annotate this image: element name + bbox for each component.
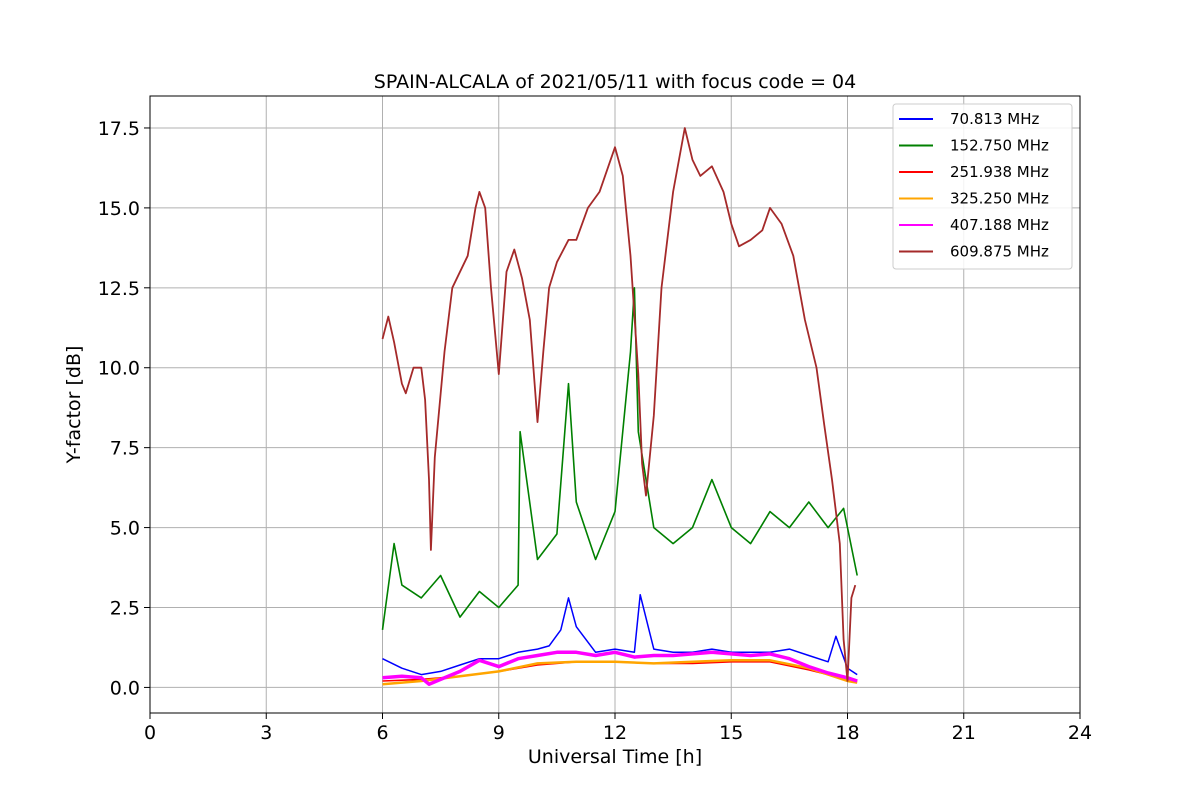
legend-label-152-750-mhz: 152.750 MHz (950, 137, 1049, 155)
legend-label-251-938-mhz: 251.938 MHz (950, 163, 1049, 181)
x-tick-label: 0 (144, 722, 156, 744)
x-axis-label: Universal Time [h] (528, 746, 702, 768)
y-tick-label: 17.5 (98, 118, 140, 140)
ticks: 0 3 6 9 12 15 18 21 24 0.0 2.5 5.0 7.5 10.0 12.5 15.0 17… (98, 118, 1092, 744)
chart-title: SPAIN-ALCALA of 2021/05/11 with focus co… (374, 71, 856, 93)
series-layer (381, 127, 858, 686)
y-tick-label: 7.5 (110, 438, 140, 460)
grid (149, 96, 1081, 713)
series-line-609-875-mhz (381, 127, 857, 682)
x-tick-label: 3 (260, 722, 272, 744)
series-line-70-813-mhz (382, 593, 858, 676)
y-axis-label: Y-factor [dB] (63, 346, 85, 465)
legend: 70.813 MHz 152.750 MHz 251.938 MHz 325.250 … (892, 103, 1073, 270)
x-tick-label: 15 (719, 722, 743, 744)
y-tick-label: 12.5 (98, 278, 140, 300)
x-tick-label: 24 (1068, 722, 1092, 744)
series-line-152-750-mhz (381, 286, 858, 631)
x-tick-label: 6 (376, 722, 388, 744)
y-tick-label: 2.5 (110, 598, 140, 620)
series-line-325-250-mhz (382, 659, 858, 686)
x-tick-label: 18 (835, 722, 859, 744)
series-line-407-188-mhz (382, 650, 858, 686)
x-tick-label: 9 (493, 722, 505, 744)
y-tick-label: 15.0 (98, 198, 140, 220)
legend-label-325-250-mhz: 325.250 MHz (950, 190, 1049, 208)
legend-label-609-875-mhz: 609.875 MHz (950, 243, 1049, 261)
x-tick-label: 12 (603, 722, 627, 744)
legend-box (892, 103, 1073, 270)
legend-label-70-813-mhz: 70.813 MHz (950, 110, 1039, 128)
y-tick-label: 0.0 (110, 677, 140, 699)
legend-label-407-188-mhz: 407.188 MHz (950, 216, 1049, 234)
x-tick-label: 21 (952, 722, 976, 744)
y-tick-label: 5.0 (110, 518, 140, 540)
y-tick-label: 10.0 (98, 358, 140, 380)
